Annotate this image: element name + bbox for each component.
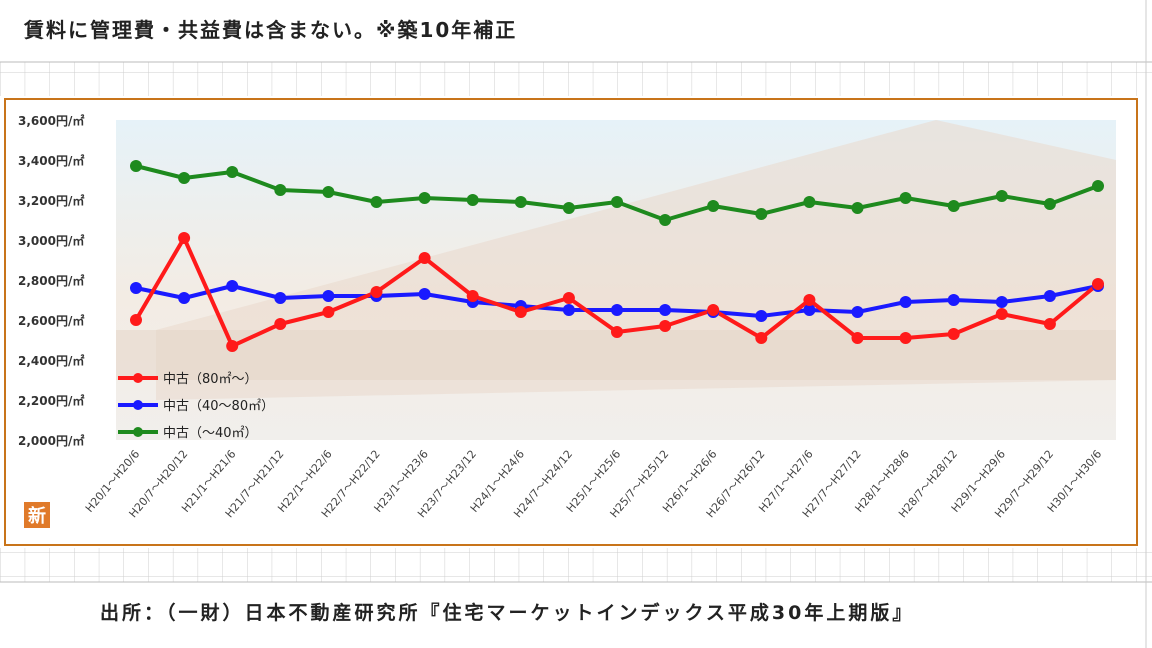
data-point	[899, 296, 912, 308]
data-point	[851, 202, 864, 214]
data-point	[514, 306, 527, 318]
data-point	[418, 288, 431, 300]
data-point	[1043, 318, 1056, 330]
data-point	[562, 292, 575, 304]
y-tick-label: 3,600円/㎡	[18, 113, 84, 128]
y-tick-label: 2,000円/㎡	[18, 433, 84, 448]
header-note: 賃料に管理費・共益費は含まない。※築10年補正	[24, 18, 518, 42]
y-tick-label: 3,400円/㎡	[18, 153, 84, 168]
data-point	[178, 172, 191, 184]
data-point	[803, 304, 816, 316]
legend-label: 中古（～40㎡）	[163, 426, 258, 441]
data-point	[178, 232, 191, 244]
data-point	[707, 304, 720, 316]
y-tick-label: 3,200円/㎡	[18, 193, 84, 208]
y-tick-label: 2,200円/㎡	[18, 393, 84, 408]
data-point	[947, 294, 960, 306]
data-point	[899, 192, 912, 204]
fence-band	[116, 330, 1116, 380]
data-point	[562, 304, 575, 316]
data-point	[1043, 198, 1056, 210]
data-point	[611, 326, 623, 338]
data-point	[659, 214, 672, 226]
y-tick-label: 2,600円/㎡	[18, 313, 84, 328]
y-tick-label: 2,400円/㎡	[18, 353, 84, 368]
legend-marker	[133, 373, 143, 383]
data-point	[1092, 278, 1104, 290]
y-tick-label: 2,800円/㎡	[18, 273, 84, 288]
data-point	[707, 200, 720, 212]
data-point	[899, 332, 912, 344]
data-point	[947, 200, 960, 212]
data-point	[851, 332, 864, 344]
data-point	[803, 196, 816, 208]
data-point	[466, 194, 479, 206]
data-point	[514, 196, 527, 208]
data-point	[226, 280, 239, 292]
chart-frame: 2,000円/㎡ 2,200円/㎡ 2,400円/㎡ 2,600円/㎡ 2,800円/㎡…	[4, 98, 1138, 546]
data-point	[995, 308, 1008, 320]
data-point	[851, 306, 864, 318]
source-note: 出所：（一財）日本不動産研究所『住宅マーケットインデックス平成30年上期版』	[100, 602, 915, 624]
data-point	[755, 208, 768, 220]
data-point	[755, 310, 768, 322]
data-point	[418, 252, 431, 264]
data-point	[322, 306, 335, 318]
data-point	[562, 202, 575, 214]
legend-marker	[133, 427, 143, 437]
data-point	[659, 304, 672, 316]
data-point	[659, 320, 672, 332]
data-point	[1043, 290, 1056, 302]
data-point	[466, 290, 479, 302]
data-point	[370, 196, 383, 208]
data-point	[226, 340, 239, 352]
data-point	[130, 282, 142, 294]
data-point	[611, 196, 623, 208]
data-point	[755, 332, 768, 344]
data-point	[995, 296, 1008, 308]
data-point	[226, 166, 239, 178]
data-point	[274, 184, 287, 196]
data-point	[130, 314, 142, 326]
data-point	[370, 286, 383, 298]
shin-logo-icon: 新	[24, 502, 50, 528]
y-tick-label: 3,000円/㎡	[18, 233, 84, 248]
data-point	[611, 304, 623, 316]
data-point	[418, 192, 431, 204]
data-point	[178, 292, 191, 304]
data-point	[274, 292, 287, 304]
data-point	[947, 328, 960, 340]
data-point	[322, 186, 335, 198]
data-point	[995, 190, 1008, 202]
data-point	[322, 290, 335, 302]
data-point	[130, 160, 142, 172]
data-point	[274, 318, 287, 330]
legend-label: 中古（80㎡～）	[163, 372, 258, 387]
data-point	[803, 294, 816, 306]
legend-marker	[133, 400, 143, 410]
legend-label: 中古（40～80㎡）	[163, 399, 274, 414]
data-point	[1092, 180, 1104, 192]
rent-line-chart: 2,000円/㎡ 2,200円/㎡ 2,400円/㎡ 2,600円/㎡ 2,800円/㎡…	[18, 113, 1116, 520]
